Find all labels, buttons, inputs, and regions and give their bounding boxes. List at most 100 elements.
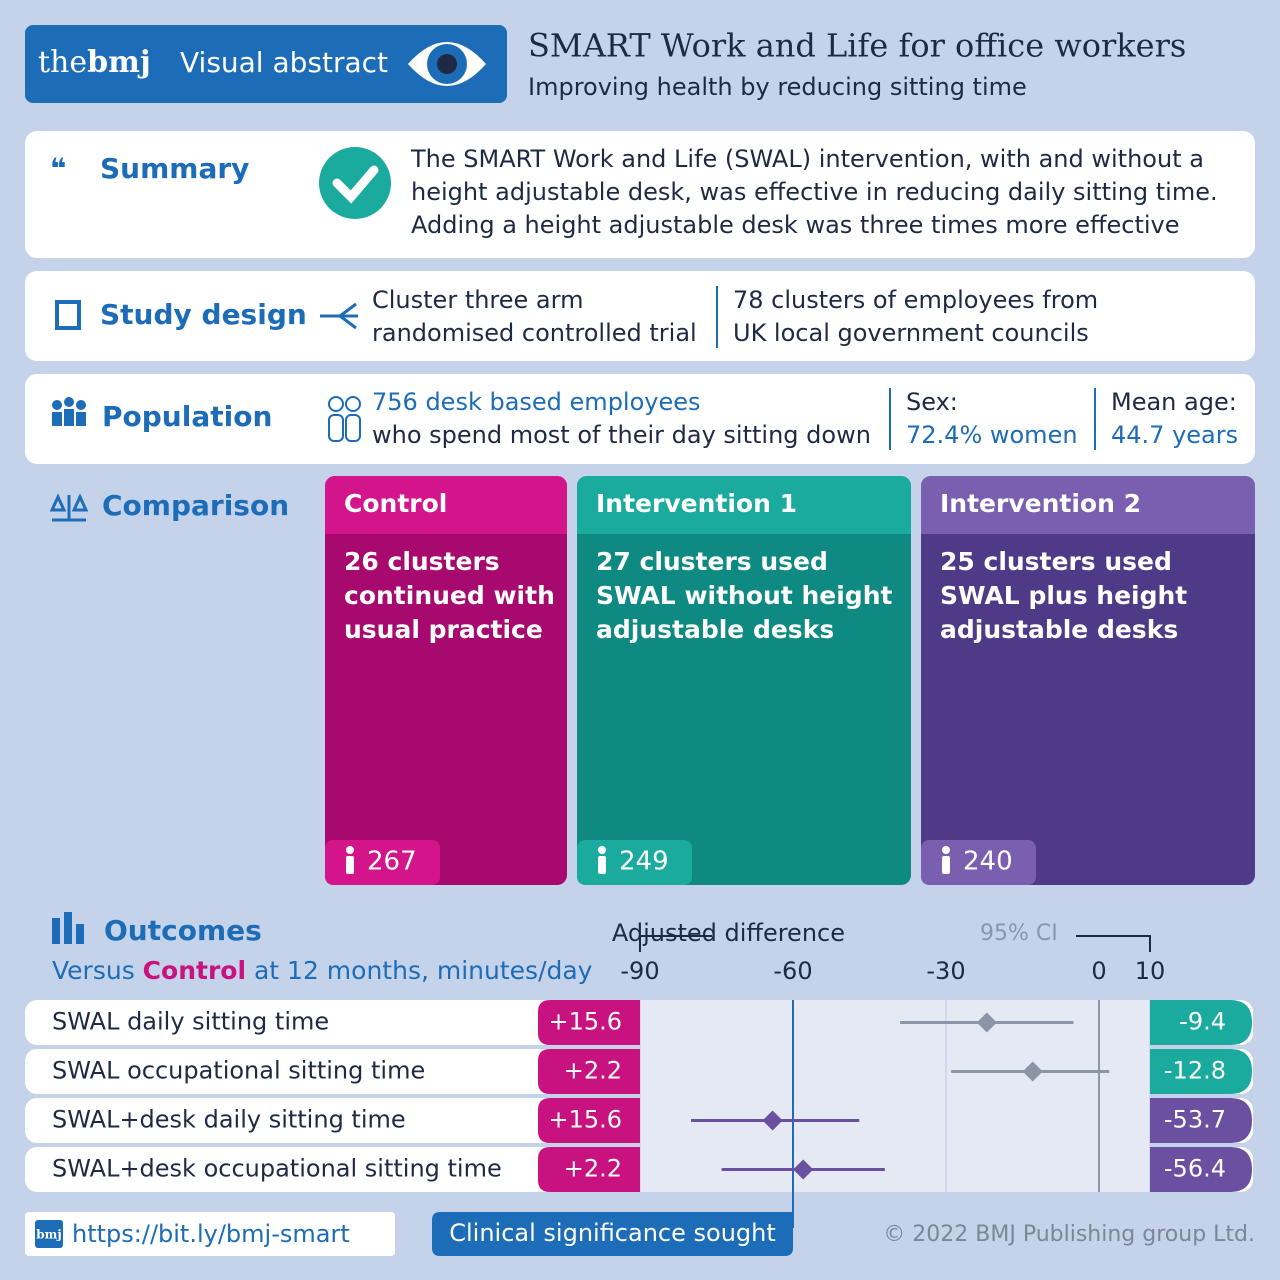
right-label-box — [1150, 1098, 1252, 1143]
header-label: Visual abstract — [180, 46, 388, 79]
outcome-label: SWAL+desk daily sitting time — [52, 1106, 406, 1134]
left-label-box — [538, 1147, 640, 1192]
age-label: Mean age: — [1111, 388, 1237, 416]
arm-description: 25 clusters used — [940, 547, 1172, 576]
arm-header — [921, 476, 1255, 534]
arm-name: Intervention 2 — [940, 489, 1141, 518]
arm-description: adjustable desks — [596, 615, 834, 644]
person-icon-body — [346, 856, 354, 874]
right-label: -53.7 — [1164, 1106, 1226, 1134]
scale-icon — [49, 493, 89, 522]
subtitle: Improving health by reducing sitting tim… — [528, 73, 1027, 101]
arm-description: SWAL without height — [596, 581, 892, 610]
person-icon-body — [942, 856, 950, 874]
left-label: +15.6 — [548, 1106, 622, 1134]
reference-label-box — [432, 1212, 793, 1256]
population-count: 756 desk based employees — [372, 388, 701, 416]
clusters-line: UK local government councils — [733, 319, 1089, 347]
arm-name: Intervention 1 — [596, 489, 797, 518]
estimate — [762, 1110, 783, 1131]
person-icon-head — [346, 846, 354, 854]
arm-panel — [577, 476, 911, 885]
outcomes-heading: Outcomes — [104, 914, 262, 947]
left-label: +15.6 — [548, 1008, 622, 1036]
sex-value: 72.4% women — [906, 421, 1078, 449]
quote-icon: ❝ — [50, 152, 66, 185]
arm-header — [577, 476, 911, 534]
brand: thebmj — [38, 45, 151, 80]
left-label: +2.2 — [564, 1155, 622, 1183]
arm-n: 240 — [963, 847, 1013, 877]
arm-description: adjustable desks — [940, 615, 1178, 644]
people-outline-icon — [328, 396, 361, 442]
comparison-heading: Comparison — [102, 489, 289, 522]
arm-description: continued with — [344, 581, 555, 610]
left-label: +2.2 — [564, 1057, 622, 1085]
plot-area — [640, 1000, 1150, 1192]
right-label-box — [1150, 1049, 1252, 1094]
copyright: © 2022 BMJ Publishing group Ltd. — [883, 1222, 1255, 1247]
estimate — [976, 1012, 997, 1033]
subtitle-em: Control — [143, 956, 246, 985]
right-label: -9.4 — [1179, 1008, 1226, 1036]
pencil-icon — [55, 300, 81, 330]
outcome-label: SWAL+desk occupational sitting time — [52, 1155, 502, 1183]
link-icon: bmj — [36, 1228, 61, 1242]
brand-the: the — [38, 45, 87, 80]
right-label-box — [1150, 1147, 1252, 1192]
people-icon — [52, 397, 86, 426]
outcome-label: SWAL daily sitting time — [52, 1008, 329, 1036]
link-box[interactable] — [25, 1212, 395, 1256]
brand-bmj: bmj — [87, 45, 151, 80]
reference-label: Clinical significance sought — [449, 1219, 776, 1247]
outcome-label: SWAL occupational sitting time — [52, 1057, 425, 1085]
age-value: 44.7 years — [1111, 421, 1238, 449]
bars-icon — [52, 912, 84, 944]
left-label-box — [538, 1000, 640, 1045]
check-icon — [319, 147, 391, 219]
arm-description: 26 clusters — [344, 547, 500, 576]
title: SMART Work and Life for office workers — [528, 27, 1186, 65]
eye-icon — [408, 42, 486, 86]
summary-line: Adding a height adjustable desk was thre… — [411, 211, 1180, 239]
x-tick-label: 10 — [1135, 957, 1166, 985]
arm-description: usual practice — [344, 615, 543, 644]
summary-line: height adjustable desk, was effective in… — [411, 178, 1218, 206]
arm-header-join — [325, 520, 567, 534]
check-mark — [332, 165, 379, 204]
axis-label: Adjusted difference — [612, 919, 845, 947]
forest-plot: -90 -60 -30 0 10 Clinical significance sought… — [25, 919, 1253, 1256]
population-description: who spend most of their day sitting down — [372, 421, 871, 449]
x-tick-label: -30 — [926, 957, 965, 985]
header-box — [25, 25, 507, 103]
x-tick-label: 0 — [1091, 957, 1106, 985]
left-label-box — [538, 1049, 640, 1094]
right-label-box — [1150, 1000, 1252, 1045]
branch-icon — [320, 302, 358, 330]
link[interactable]: https://bit.ly/bmj-smart — [72, 1220, 350, 1248]
right-label: -56.4 — [1164, 1155, 1226, 1183]
person-icon-head — [942, 846, 950, 854]
arm-header-join — [577, 520, 911, 534]
arm-header — [325, 476, 567, 534]
arm-name: Control — [344, 489, 447, 518]
population-heading: Population — [102, 400, 272, 433]
x-tick-label: -60 — [773, 957, 812, 985]
estimate — [793, 1159, 814, 1180]
summary-heading: Summary — [100, 152, 249, 185]
arm-panel — [921, 476, 1255, 885]
person-icon-head — [598, 846, 606, 854]
person-icon-body — [598, 856, 606, 874]
arm-description: SWAL plus height — [940, 581, 1187, 610]
arm-n: 267 — [367, 847, 417, 877]
sex-label: Sex: — [906, 388, 958, 416]
arm-description: 27 clusters used — [596, 547, 828, 576]
right-label: -12.8 — [1164, 1057, 1226, 1085]
estimate — [1022, 1061, 1043, 1082]
arm-n: 249 — [619, 847, 669, 877]
design-line: randomised controlled trial — [372, 319, 697, 347]
arm-panel — [325, 476, 567, 885]
design-heading: Study design — [100, 298, 307, 331]
summary-line: The SMART Work and Life (SWAL) intervent… — [410, 145, 1204, 173]
